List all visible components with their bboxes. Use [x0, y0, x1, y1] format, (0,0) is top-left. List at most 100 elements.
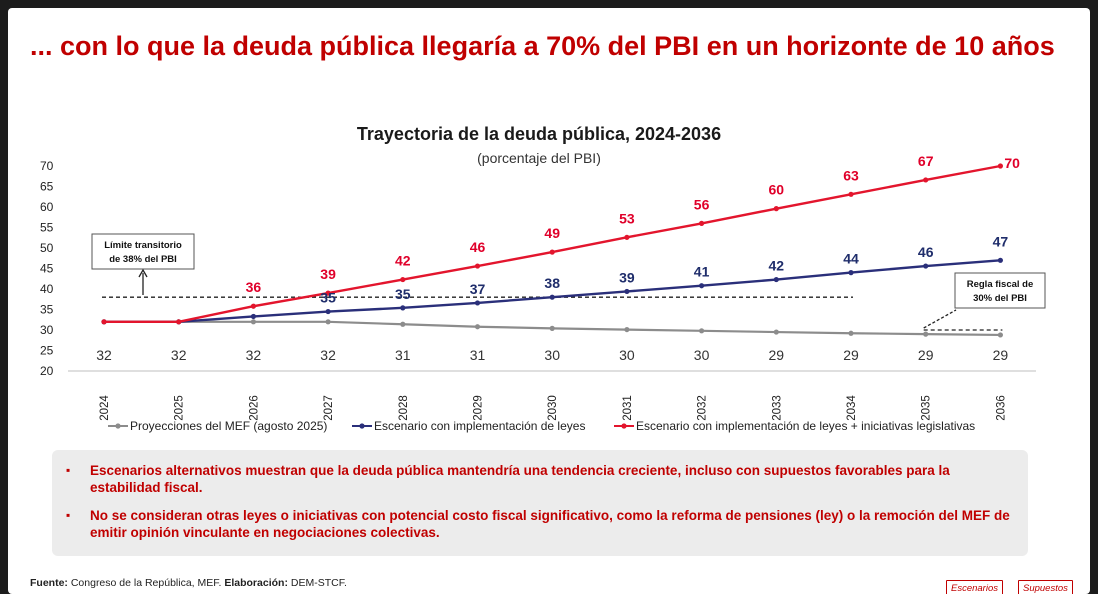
- point-mef: [624, 326, 630, 333]
- data-label-mef: 32: [96, 347, 112, 363]
- point-iniciativas: [101, 319, 107, 325]
- y-tick-label: 30: [40, 323, 54, 337]
- point-mef: [699, 328, 705, 334]
- point-iniciativas: [549, 249, 555, 255]
- data-label-mef: 30: [694, 347, 710, 363]
- note-item: ▪ Escenarios alternativos muestran que l…: [66, 462, 1010, 496]
- point-iniciativas: [848, 191, 854, 197]
- data-label-iniciativas: 67: [918, 153, 934, 169]
- limit-38-box: [91, 233, 195, 270]
- x-tick-label: 2027: [323, 395, 335, 421]
- x-tick-label: 2026: [248, 395, 260, 421]
- point-iniciativas: [400, 276, 406, 283]
- point-iniciativas: [624, 234, 630, 240]
- data-label-iniciativas: 63: [843, 167, 859, 183]
- data-label-leyes: 44: [843, 251, 859, 267]
- point-leyes: [400, 305, 406, 311]
- rule-30-text: Regla fiscal de: [967, 279, 1034, 290]
- point-leyes: [624, 288, 630, 295]
- source-text: Congreso de la República, MEF.: [67, 577, 225, 589]
- rule-30-connector: [923, 309, 957, 329]
- bullet-icon: ▪: [66, 508, 71, 522]
- data-label-leyes: 42: [769, 258, 785, 274]
- point-leyes: [474, 300, 481, 306]
- notes-box: ▪ Escenarios alternativos muestran que l…: [52, 450, 1028, 556]
- source-label: Fuente:: [30, 577, 68, 589]
- data-label-iniciativas: 53: [619, 210, 635, 226]
- point-leyes: [997, 257, 1004, 263]
- data-label-mef: 29: [843, 347, 859, 363]
- data-label-iniciativas: 46: [470, 239, 486, 255]
- data-label-mef: 31: [470, 347, 486, 363]
- data-labels: 32 32 32 32 31 31 30 30 30 29 29 29 29 35 35 37 38 39 41 42…: [96, 153, 1020, 363]
- data-label-mef: 32: [171, 347, 187, 363]
- data-label-mef: 30: [619, 347, 635, 363]
- y-tick-label: 70: [40, 159, 54, 173]
- data-label-mef: 32: [320, 347, 336, 363]
- data-label-mef: 29: [918, 347, 934, 363]
- x-tick-label: 2024: [99, 395, 111, 421]
- x-tick-label: 2033: [771, 395, 783, 421]
- y-tick-label: 45: [40, 262, 54, 276]
- point-mef: [549, 325, 555, 331]
- point-mef: [400, 321, 406, 327]
- point-iniciativas: [699, 220, 705, 226]
- data-label-iniciativas: 42: [395, 253, 411, 269]
- legend-label-leyes: Escenario con implementación de leyes: [374, 419, 585, 433]
- supuestos-button[interactable]: Supuestos: [1018, 580, 1073, 594]
- legend-marker-leyes: [359, 423, 365, 429]
- point-iniciativas: [325, 290, 331, 296]
- point-mef: [923, 331, 929, 337]
- data-label-leyes: 35: [320, 290, 336, 306]
- y-tick-label: 60: [40, 200, 54, 214]
- data-label-iniciativas: 36: [246, 279, 262, 295]
- y-tick-label: 40: [40, 282, 54, 296]
- point-mef: [773, 329, 779, 335]
- bullet-icon: ▪: [66, 463, 71, 477]
- rule-30-text: 30% del PBI: [973, 293, 1027, 304]
- point-iniciativas: [474, 263, 481, 269]
- x-tick-label: 2030: [547, 395, 559, 421]
- data-label-leyes: 39: [619, 269, 635, 285]
- legend-marker-iniciativas: [621, 423, 627, 429]
- slide: ... con lo que la deuda pública llegaría…: [8, 8, 1090, 594]
- y-tick-label: 20: [40, 364, 54, 378]
- data-label-mef: 31: [395, 347, 411, 363]
- data-label-leyes: 37: [470, 281, 486, 297]
- chart-legend: Proyecciones del MEF (agosto 2025) Escena…: [108, 419, 975, 433]
- point-leyes: [549, 294, 555, 300]
- series-layer: [101, 163, 1004, 338]
- point-leyes: [773, 276, 779, 283]
- chart-subtitle: (porcentaje del PBI): [477, 150, 601, 166]
- point-leyes: [325, 308, 331, 315]
- y-tick-label: 35: [40, 303, 54, 317]
- point-iniciativas: [923, 177, 929, 183]
- data-label-leyes: 35: [395, 286, 411, 302]
- data-label-leyes: 38: [544, 275, 560, 291]
- data-label-iniciativas: 60: [769, 182, 785, 198]
- x-tick-label: 2035: [921, 395, 933, 421]
- limit-38-arrowhead: [138, 268, 148, 278]
- x-tick-label: 2025: [174, 395, 186, 421]
- data-label-leyes: 41: [694, 264, 710, 280]
- point-iniciativas: [250, 303, 256, 309]
- point-mef: [325, 319, 331, 325]
- point-mef: [250, 319, 256, 325]
- x-tick-label: 2029: [473, 395, 485, 421]
- y-tick-label: 55: [40, 221, 54, 235]
- legend-label-mef: Proyecciones del MEF (agosto 2025): [130, 419, 327, 433]
- escenarios-button[interactable]: Escenarios: [946, 580, 1003, 594]
- point-iniciativas: [997, 163, 1004, 169]
- point-leyes: [699, 283, 705, 289]
- source-line: Fuente: Congreso de la República, MEF. E…: [30, 577, 347, 589]
- y-tick-label: 25: [40, 344, 54, 358]
- point-iniciativas: [176, 319, 182, 325]
- data-label-iniciativas: 49: [544, 225, 560, 241]
- rule-30-box: [954, 272, 1046, 309]
- x-tick-label: 2034: [846, 395, 858, 421]
- y-tick-label: 65: [40, 180, 54, 194]
- point-mef: [997, 332, 1004, 338]
- legend-label-iniciativas: Escenario con implementación de leyes + …: [636, 419, 975, 433]
